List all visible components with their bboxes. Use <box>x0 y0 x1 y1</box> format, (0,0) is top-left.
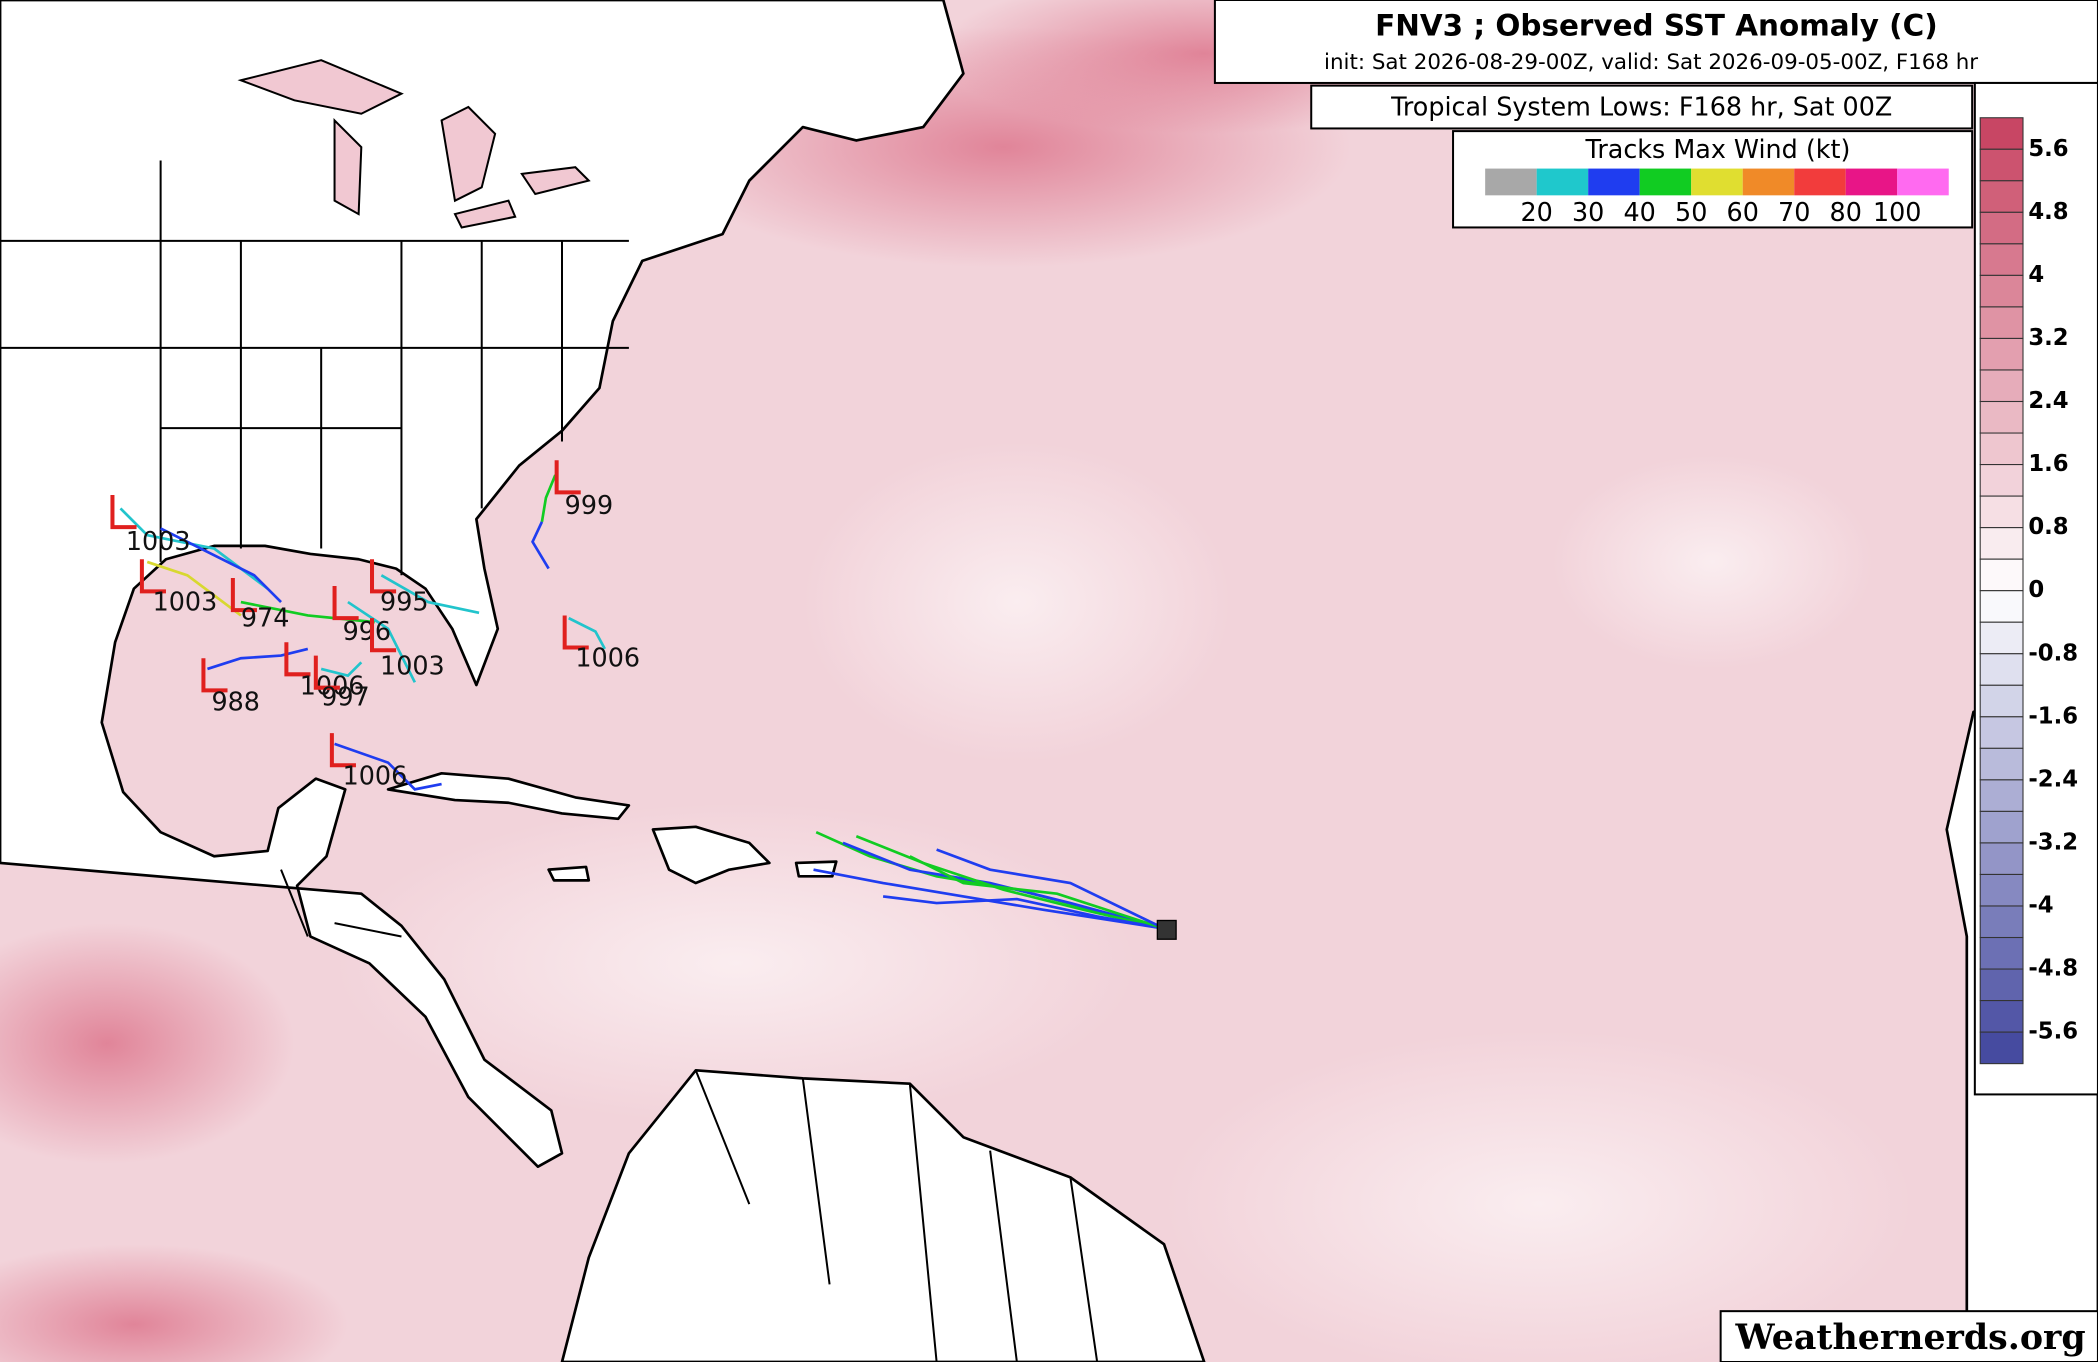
wind-swatch <box>1588 168 1640 196</box>
colorbar-label: -4.8 <box>2028 956 2078 982</box>
colorbar-cell <box>1979 527 2024 560</box>
wind-swatch <box>1691 168 1743 196</box>
overlay-title: Tropical System Lows: F168 hr, Sat 00Z <box>1390 91 1892 121</box>
wind-swatch <box>1639 168 1692 196</box>
colorbar-cell <box>1979 1000 2024 1033</box>
colorbar-cell <box>1979 243 2024 276</box>
colorbar-cell <box>1979 653 2024 686</box>
colorbar-cell <box>1979 590 2024 623</box>
low-pressure-label: 995 <box>380 586 429 616</box>
colorbar-cell <box>1979 117 2024 150</box>
colorbar-label: 0 <box>2028 577 2044 603</box>
colorbar-cell <box>1979 337 2024 371</box>
colorbar-label: -4 <box>2028 892 2053 918</box>
colorbar-cell <box>1979 810 2024 844</box>
low-pressure-label: 997 <box>321 681 370 711</box>
colorbar-cell <box>1979 148 2024 182</box>
header-box: FNV3 ; Observed SST Anomaly (C) init: Sa… <box>1213 0 2098 84</box>
low-pressure-label: 1006 <box>575 643 640 673</box>
colorbar-label: 3.2 <box>2028 325 2068 351</box>
colorbar-label: -5.6 <box>2028 1019 2078 1045</box>
colorbar-cell <box>1979 684 2024 718</box>
wind-label: 100 <box>1873 197 1922 227</box>
colorbar-cell <box>1979 558 2024 592</box>
colorbar-cell <box>1979 495 2024 529</box>
colorbar-label: -1.6 <box>2028 703 2078 729</box>
colorbar-label: 4.8 <box>2028 199 2068 225</box>
wind-swatch <box>1485 168 1537 196</box>
wind-swatch <box>1845 168 1898 196</box>
low-marker <box>370 559 397 594</box>
wind-label: 50 <box>1675 197 1707 227</box>
low-marker <box>554 460 581 495</box>
low-marker <box>329 733 356 768</box>
colorbar-label: 1.6 <box>2028 451 2068 477</box>
colorbar-label: 2.4 <box>2028 388 2068 414</box>
low-pressure-label: 974 <box>241 602 289 632</box>
low-pressure-label: 996 <box>343 616 392 646</box>
colorbar-cell <box>1979 873 2024 907</box>
colorbar-cell <box>1979 779 2024 812</box>
colorbar-label: -3.2 <box>2028 829 2078 855</box>
colorbar-cell <box>1979 936 2024 970</box>
wind-label: 30 <box>1572 197 1604 227</box>
colorbar-cell <box>1979 432 2024 466</box>
low-marker <box>139 559 166 594</box>
low-marker <box>284 642 311 677</box>
low-pressure-label: 999 <box>565 490 614 520</box>
colorbar-cell <box>1979 369 2024 403</box>
low-marker <box>562 615 589 650</box>
wind-legend: Tracks Max Wind (kt) 20 30 40 50 60 70 80 100 <box>1452 130 1974 229</box>
overlay-box: Tropical System Lows: F168 hr, Sat 00Z <box>1310 84 1974 130</box>
colorbar-cell <box>1979 716 2024 749</box>
wind-label: 60 <box>1727 197 1759 227</box>
colorbar-cell <box>1979 211 2024 245</box>
wind-label: 70 <box>1778 197 1810 227</box>
colorbar-label: -2.4 <box>2028 766 2078 792</box>
low-marker <box>370 618 397 653</box>
colorbar-cell <box>1979 842 2024 875</box>
colorbar-label: -0.8 <box>2028 640 2078 666</box>
wind-legend-title: Tracks Max Wind (kt) <box>1585 134 1851 164</box>
wind-label: 20 <box>1520 197 1552 227</box>
low-pressure-label: 988 <box>211 687 260 717</box>
wind-swatch <box>1742 168 1795 196</box>
map-subtitle: init: Sat 2026-08-29-00Z, valid: Sat 202… <box>1324 50 1978 75</box>
map-title: FNV3 ; Observed SST Anomaly (C) <box>1375 8 1938 42</box>
colorbar-cell <box>1979 400 2024 434</box>
colorbar-label: 5.6 <box>2028 136 2068 162</box>
low-marker <box>230 577 257 613</box>
low-pressure-label: 1003 <box>380 651 445 681</box>
low-marker <box>313 655 340 690</box>
colorbar-cell <box>1979 1031 2024 1065</box>
low-pressure-label: 1003 <box>153 586 218 616</box>
watermark-box: Weathernerds.org <box>1719 1310 2098 1362</box>
low-pressure-label: 1003 <box>126 526 191 556</box>
colorbar-cell <box>1979 905 2024 939</box>
low-pressure-label: 1006 <box>343 760 408 790</box>
wind-label: 80 <box>1830 197 1862 227</box>
colorbar-cell <box>1979 180 2024 213</box>
colorbar-cell <box>1979 621 2024 655</box>
wind-label: 40 <box>1624 197 1656 227</box>
colorbar-label: 4 <box>2028 262 2044 288</box>
watermark: Weathernerds.org <box>1735 1317 2086 1358</box>
colorbar-cell <box>1979 464 2024 497</box>
colorbar-cell <box>1979 274 2024 308</box>
wind-swatch <box>1794 168 1846 196</box>
colorbar: 5.6 4.8 4 3.2 2.4 1.6 0.8 0 -0.8 -1.6 -2.4 -3.2 -4 -4… <box>1973 81 2098 1096</box>
low-marker <box>201 658 228 693</box>
colorbar-cell <box>1979 306 2024 339</box>
colorbar-cell <box>1979 968 2024 1002</box>
tropical-lows: 1003100397499599610039881006997100699910… <box>110 460 640 790</box>
colorbar-cell <box>1979 747 2024 781</box>
wind-swatch <box>1536 168 1589 196</box>
low-marker <box>110 495 137 530</box>
low-marker <box>332 586 359 621</box>
wind-swatch <box>1897 168 1949 196</box>
storm-tracks <box>119 474 1177 940</box>
colorbar-label: 0.8 <box>2028 514 2068 540</box>
